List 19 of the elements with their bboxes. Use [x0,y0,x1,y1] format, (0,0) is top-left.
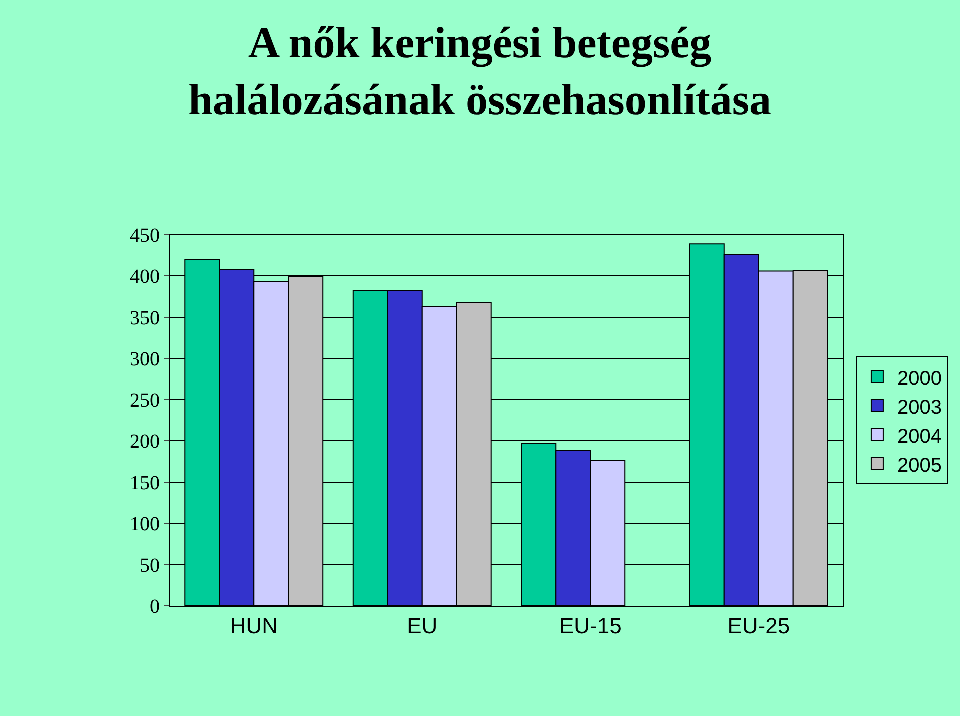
y-tick-label: 0 [150,596,160,618]
y-tick-label: 300 [130,348,160,371]
chart-title: A nők keringési betegség halálozásának összehasonlítása [188,18,772,124]
legend-label: 2000 [897,368,942,390]
legend-label: 2003 [897,396,942,419]
y-tick-label: 350 [130,307,160,330]
x-tick-label: EU-25 [728,613,790,638]
y-tick-label: 450 [130,225,160,247]
legend-label: 2004 [897,426,942,448]
x-tick-label: HUN [230,613,278,638]
y-tick-label: 400 [130,266,160,288]
y-tick-label: 200 [130,431,160,454]
legend-label: 2005 [897,454,942,477]
y-tick-label: 50 [140,554,160,577]
y-tick-label: 100 [130,514,160,536]
x-tick-label: EU [407,613,438,638]
x-tick-label: EU-15 [559,613,622,638]
y-tick-label: 150 [130,472,160,494]
y-tick-label: 250 [130,390,160,412]
